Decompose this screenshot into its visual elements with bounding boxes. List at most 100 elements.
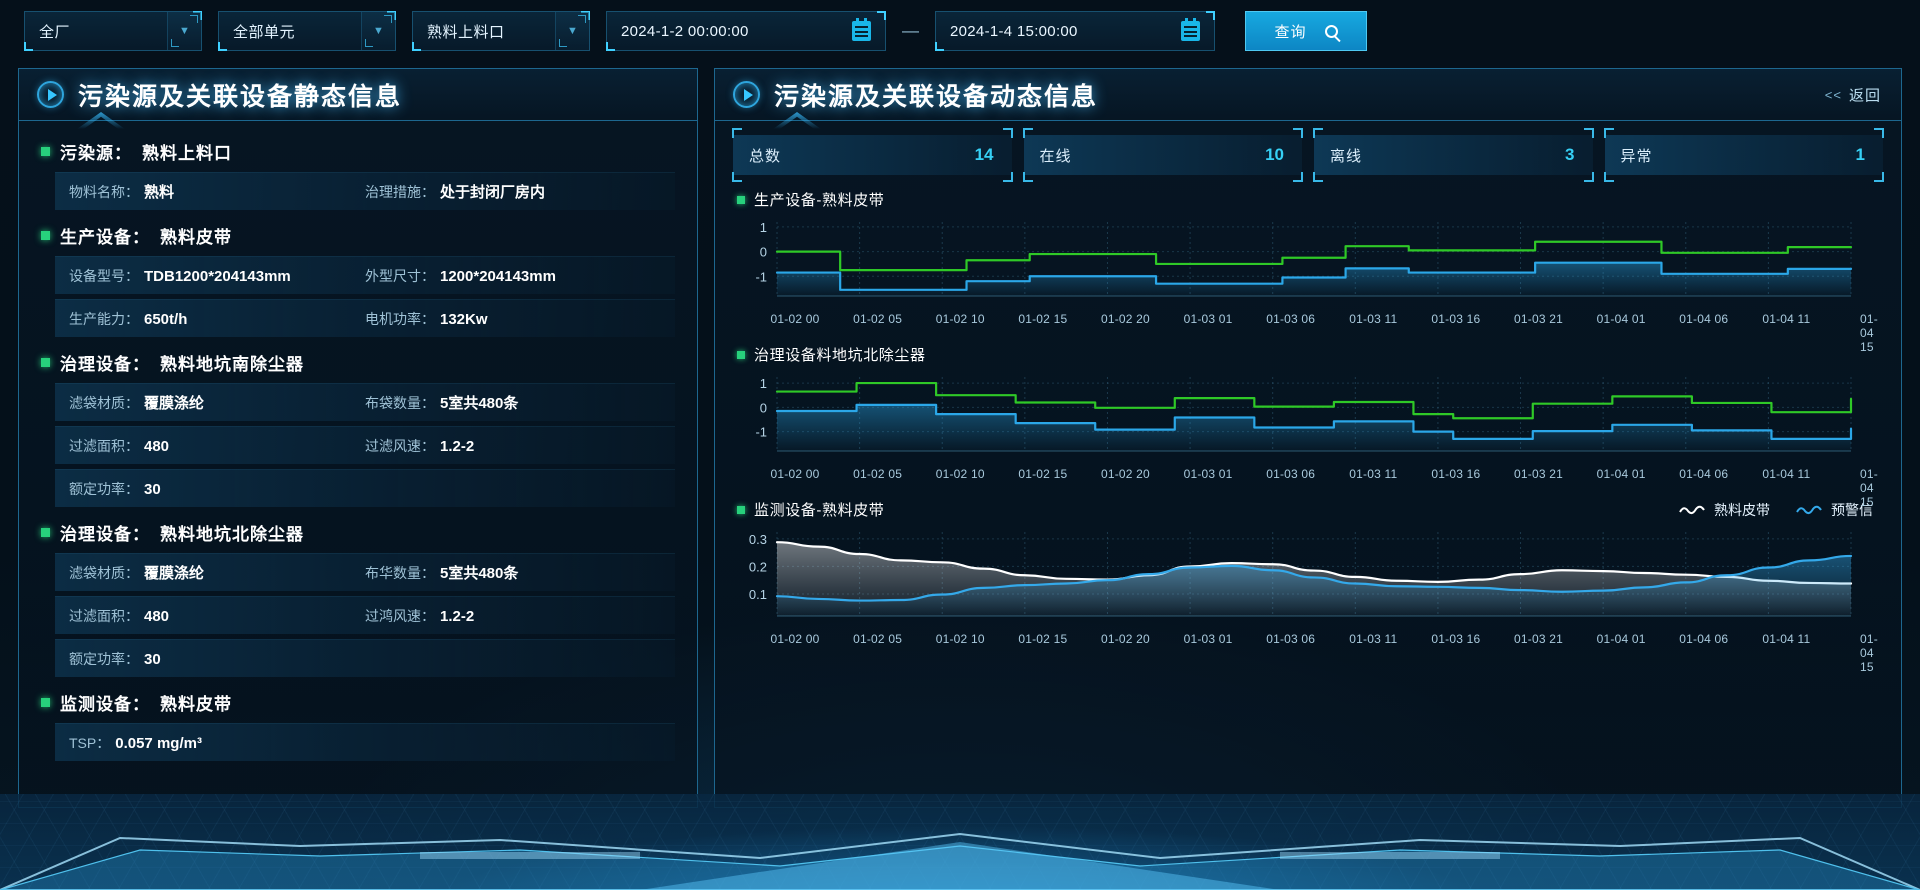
info-row: 过滤面积： 480 过鸿风速： 1.2-2 [55, 596, 675, 634]
info-row: TSP： 0.057 mg/m³ [55, 723, 675, 761]
group-label: 污染源： [60, 144, 132, 163]
chart-monitor-belt: 监测设备-熟料皮带 熟料皮带 预警信 0.3 0.2 0.1 01-02 00 01-02 0… [733, 499, 1883, 674]
field-label: 布华数量： [365, 565, 435, 581]
info-row: 生产能力： 650t/h 电机功率： 132Kw [55, 299, 675, 337]
static-info-panel: 污染源及关联设备静态信息 污染源： 熟料上料口 物料名称： 熟料 治理措施： 处于封闭厂房… [18, 68, 698, 808]
chevron-down-icon[interactable]: ▼ [361, 12, 395, 50]
hex-pattern [0, 794, 1920, 890]
chart-title-text: 治理设备料地坑北除尘器 [754, 347, 926, 364]
status-label: 异常 [1620, 147, 1653, 165]
chart-canvas[interactable]: 1 0 -1 [733, 369, 1883, 469]
corner-decor [1206, 11, 1215, 20]
query-button-label: 查询 [1274, 23, 1307, 41]
chart-canvas[interactable]: 1 0 -1 [733, 214, 1883, 314]
back-button[interactable]: << 返回 [1825, 84, 1881, 105]
bullet-square-icon [41, 528, 50, 537]
svg-text:-1: -1 [755, 269, 767, 284]
x-tick-label: 01-04 11 [1762, 632, 1811, 646]
play-triangle-icon [733, 81, 760, 108]
x-tick-label: 01-03 11 [1349, 467, 1398, 481]
x-tick-label: 01-03 01 [1183, 467, 1233, 481]
field-value: 1.2-2 [440, 607, 475, 625]
x-tick-label: 01-03 11 [1349, 312, 1398, 326]
status-badge[interactable]: 异常 1 [1603, 128, 1884, 182]
svg-text:0.2: 0.2 [749, 559, 767, 574]
chevron-down-icon[interactable]: ▼ [555, 12, 589, 50]
x-tick-label: 01-04 01 [1596, 632, 1646, 646]
x-tick-label: 01-03 06 [1266, 312, 1316, 326]
start-date-value: 2024-1-2 00:00:00 [621, 22, 749, 40]
x-tick-label: 01-03 06 [1266, 467, 1316, 481]
corner-decor [935, 42, 944, 51]
x-tick-label: 01-04 01 [1596, 312, 1646, 326]
dynamic-info-body: 总数 14 在线 10 离线 3 异常 1 生产设备-熟料皮带 1 0 -1 01-02 00 01-0… [715, 121, 1901, 674]
x-tick-label: 01-03 01 [1183, 632, 1233, 646]
status-count: 1 [1855, 145, 1865, 164]
x-axis-labels: 01-02 00 01-02 05 01-02 10 01-02 15 01-02 20… [733, 312, 1883, 354]
x-tick-label: 01-02 00 [770, 467, 820, 481]
calendar-icon[interactable] [1181, 18, 1200, 41]
x-tick-label: 01-03 21 [1514, 467, 1564, 481]
plant-select[interactable]: 全厂 ▼ [24, 11, 202, 51]
status-badge[interactable]: 在线 10 [1022, 128, 1303, 182]
info-row: 设备型号： TDB1200*204143mm 外型尺寸： 1200*204143mm [55, 256, 675, 294]
field-value: 0.057 mg/m³ [115, 734, 202, 752]
status-count: 14 [974, 145, 994, 164]
info-row: 物料名称： 熟料 治理措施： 处于封闭厂房内 [55, 172, 675, 210]
dynamic-info-panel: 污染源及关联设备动态信息 << 返回 总数 14 在线 10 离线 3 异常 1 生产设备-熟… [714, 68, 1902, 808]
corner-decor [24, 42, 33, 51]
legend-wave-icon [1679, 505, 1705, 514]
info-row: 额定功率： 30 [55, 639, 675, 677]
dynamic-info-title: 污染源及关联设备动态信息 [774, 82, 1099, 111]
field-value: 处于封闭厂房内 [440, 184, 546, 201]
corner-decor [877, 11, 886, 20]
svg-text:-1: -1 [755, 425, 767, 440]
calendar-icon[interactable] [852, 18, 871, 41]
x-tick-label: 01-03 16 [1431, 312, 1481, 326]
legend-label: 熟料皮带 [1714, 501, 1770, 518]
back-button-label: 返回 [1848, 87, 1881, 104]
end-date-input[interactable]: 2024-1-4 15:00:00 [935, 11, 1215, 51]
group-value: 熟料地坑北除尘器 [160, 525, 304, 544]
chart-title: 监测设备-熟料皮带 熟料皮带 预警信 [733, 499, 1883, 520]
chart-plot: 1 0 -1 [755, 376, 1853, 452]
svg-text:0: 0 [760, 245, 767, 260]
chart-canvas[interactable]: 0.3 0.2 0.1 [733, 524, 1883, 634]
source-select-value: 熟料上料口 [427, 23, 505, 41]
x-tick-label: 01-04 11 [1762, 312, 1811, 326]
x-tick-label: 01-02 05 [853, 467, 903, 481]
legend-item[interactable]: 预警信 [1796, 500, 1873, 520]
x-tick-label: 01-03 11 [1349, 632, 1398, 646]
info-row: 过滤面积： 480 过滤风速： 1.2-2 [55, 426, 675, 464]
top-toolbar: 全厂 ▼ 全部单元 ▼ 熟料上料口 ▼ 2024-1-2 00:00:00 — … [0, 0, 1920, 62]
static-info-title: 污染源及关联设备静态信息 [78, 82, 403, 111]
corner-decor [412, 42, 421, 51]
status-badge[interactable]: 总数 14 [732, 128, 1013, 182]
field-label: 电机功率： [365, 310, 435, 327]
plant-select-value: 全厂 [39, 23, 71, 41]
dynamic-info-header: 污染源及关联设备动态信息 << 返回 [715, 69, 1901, 121]
x-tick-label: 01-02 00 [770, 632, 820, 646]
bullet-square-icon [41, 147, 50, 156]
status-badge[interactable]: 离线 3 [1313, 128, 1594, 182]
corner-decor [606, 42, 615, 51]
x-tick-label: 01-02 15 [1018, 312, 1068, 326]
search-icon [1324, 24, 1338, 38]
source-select[interactable]: 熟料上料口 ▼ [412, 11, 590, 51]
group-header: 监测设备： 熟料皮带 [19, 682, 697, 723]
x-tick-label: 01-04 15 [1860, 312, 1878, 354]
x-tick-label: 01-02 05 [853, 632, 903, 646]
legend-item[interactable]: 熟料皮带 [1679, 500, 1770, 520]
chevron-down-icon[interactable]: ▼ [167, 12, 201, 50]
group-header: 治理设备： 熟料地坑南除尘器 [19, 342, 697, 383]
chart-title-text: 生产设备-熟料皮带 [754, 192, 885, 209]
x-tick-label: 01-02 20 [1100, 312, 1150, 326]
x-tick-label: 01-02 15 [1018, 467, 1068, 481]
field-value: 1200*204143mm [440, 267, 556, 285]
back-chevrons-icon: << [1824, 87, 1842, 102]
svg-text:1: 1 [760, 220, 767, 235]
query-button[interactable]: 查询 [1245, 11, 1367, 51]
start-date-input[interactable]: 2024-1-2 00:00:00 [606, 11, 886, 51]
unit-select[interactable]: 全部单元 ▼ [218, 11, 396, 51]
